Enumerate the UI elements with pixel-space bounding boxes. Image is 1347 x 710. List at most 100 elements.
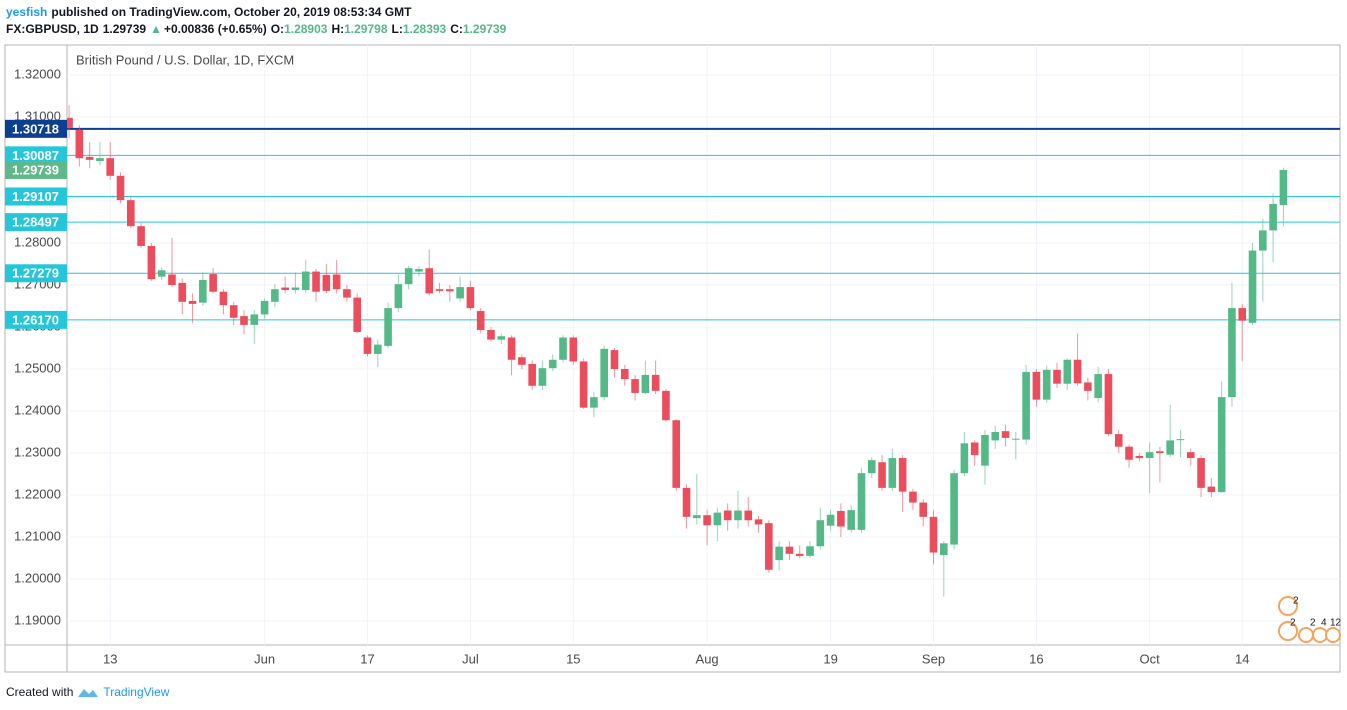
event-icon	[1278, 621, 1298, 641]
candle-body	[867, 460, 876, 474]
price-label: 1.30718	[12, 121, 59, 136]
change-arrow: ▲	[150, 22, 162, 36]
candle-body	[662, 390, 670, 421]
candle-body	[559, 337, 567, 360]
y-tick-label: 1.22000	[14, 486, 61, 501]
candle-body	[67, 117, 73, 128]
candle-body	[1032, 371, 1041, 400]
y-tick-label: 1.31000	[14, 108, 61, 123]
event-count: 4	[1321, 618, 1327, 629]
candle-body	[1012, 438, 1020, 440]
candle-body	[1104, 374, 1113, 435]
candle-body	[435, 289, 444, 291]
candle-body	[332, 274, 341, 290]
candle-body	[404, 268, 413, 285]
candle-body	[1166, 440, 1174, 455]
y-tick-label: 1.25000	[14, 360, 61, 375]
event-icon	[1325, 627, 1341, 643]
candle-body	[1207, 486, 1216, 493]
candle-body	[816, 520, 825, 547]
y-tick-label: 1.28000	[14, 234, 61, 249]
ohlc-value: 1.28903	[284, 22, 328, 36]
candle-body	[1217, 397, 1226, 493]
candle-body	[456, 287, 464, 299]
candle-body	[795, 553, 804, 556]
candle-body	[1001, 431, 1010, 438]
symbol: FX:GBPUSD, 1D	[6, 22, 99, 36]
candle-body	[1156, 451, 1164, 454]
candle-body	[188, 300, 197, 304]
candle-body	[1238, 308, 1247, 321]
candle-body	[723, 510, 732, 521]
candle-body	[857, 473, 866, 530]
candle-body	[950, 473, 958, 545]
candle-body	[1063, 359, 1072, 384]
candle-body	[1197, 458, 1205, 488]
candle-body	[219, 291, 228, 306]
x-tick-label: Sep	[922, 651, 945, 666]
chart-frame	[4, 44, 1341, 673]
candle-body	[672, 420, 681, 488]
candle-body	[1084, 382, 1092, 391]
ohlc: O:1.28903 H:1.29798 L:1.28393 C:1.29739	[271, 22, 511, 36]
candle-body	[806, 546, 814, 556]
candle-body	[291, 287, 300, 291]
candles	[67, 105, 1288, 597]
candle-body	[322, 274, 331, 291]
candle-body	[229, 305, 238, 318]
candle-body	[1186, 452, 1195, 459]
candle-body	[713, 512, 722, 526]
y-tick-label: 1.19000	[14, 612, 61, 627]
price-label-box	[5, 310, 67, 329]
event-count: 12	[1330, 618, 1342, 629]
x-tick-label: 17	[360, 651, 374, 666]
ohlc-key: O:	[270, 22, 285, 36]
x-tick-label: Jul	[462, 651, 479, 666]
candle-body	[260, 300, 269, 315]
price-label: 1.29739	[12, 162, 59, 177]
candle-body	[250, 314, 259, 325]
candle-body	[466, 287, 475, 309]
candle-body	[168, 274, 176, 285]
candle-body	[991, 432, 1000, 441]
candle-body	[518, 357, 526, 365]
x-tick-label: Jun	[254, 651, 275, 666]
candle-body	[1053, 369, 1061, 384]
x-tick-label: Aug	[696, 651, 719, 666]
candle-body	[682, 487, 691, 517]
candle-body	[199, 279, 207, 303]
ohlc-value: 1.29798	[344, 22, 388, 36]
candle-body	[919, 502, 928, 517]
candle-body	[1073, 359, 1082, 384]
candle-body	[353, 297, 362, 333]
ohlc-key: H:	[331, 22, 345, 36]
candle-body	[384, 308, 392, 346]
price-label-box	[5, 213, 67, 232]
candle-body	[487, 329, 495, 340]
event-icon	[1312, 627, 1328, 643]
y-tick-label: 1.23000	[14, 444, 61, 459]
candle-body	[744, 510, 753, 521]
candle-body	[85, 156, 94, 160]
candle-body	[734, 510, 742, 521]
event-count: 2	[1310, 618, 1316, 629]
brand[interactable]: TradingView	[103, 685, 170, 699]
candle-body	[754, 519, 763, 525]
candle-body	[1135, 455, 1144, 459]
candle-body	[271, 289, 279, 302]
candle-body	[281, 287, 289, 291]
candle-body	[240, 316, 248, 325]
candle-body	[970, 442, 979, 456]
candle-body	[1269, 203, 1277, 231]
candle-body	[178, 282, 187, 302]
candle-body	[1176, 439, 1185, 441]
logo	[78, 689, 99, 697]
candle-body	[96, 158, 104, 162]
author[interactable]: yesfish	[6, 5, 48, 19]
change: +0.00836 (+0.65%)	[163, 22, 267, 36]
candle-body	[898, 458, 907, 492]
y-tick-label: 1.20000	[14, 570, 61, 585]
candle-body	[116, 175, 125, 201]
price-label: 1.27279	[12, 266, 59, 281]
